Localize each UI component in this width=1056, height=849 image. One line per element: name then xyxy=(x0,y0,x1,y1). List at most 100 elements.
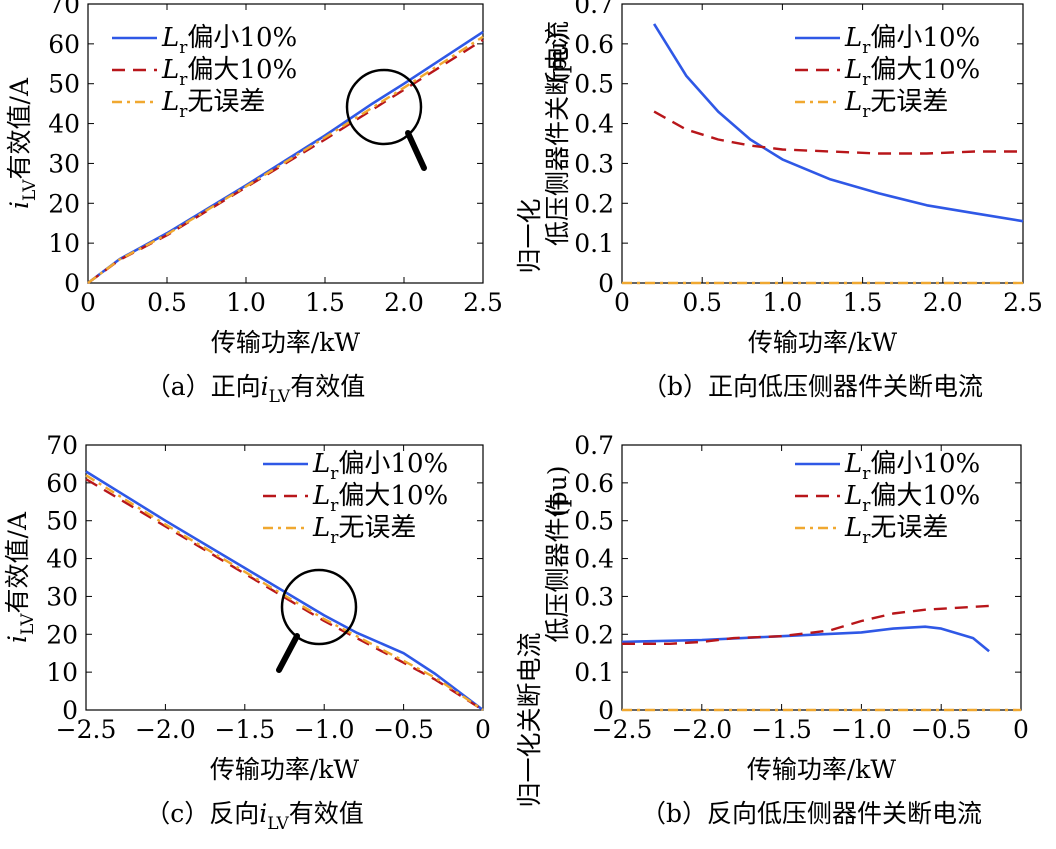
x-tick-label: −2.5 xyxy=(592,715,653,744)
x-tick-label: 0 xyxy=(475,715,491,744)
y-axis-title: 低压侧器件关断电流 xyxy=(543,21,572,246)
legend-label-2: Lr偏大10% xyxy=(844,55,980,90)
legend-label-3: Lr无误差 xyxy=(844,513,948,548)
y-tick-label: 0.7 xyxy=(574,431,614,460)
y-tick-label: 40 xyxy=(46,545,78,574)
y-tick-label: 0.3 xyxy=(574,582,614,611)
series-line-3 xyxy=(85,474,484,711)
legend-label-2: Lr偏大10% xyxy=(844,481,980,516)
y-tick-label: 30 xyxy=(46,582,78,611)
y-axis-unit: (pu) xyxy=(543,466,572,518)
legend-label-2: Lr偏大10% xyxy=(312,481,448,516)
legend-label-1: Lr偏小10% xyxy=(161,23,297,58)
x-tick-label: 0.5 xyxy=(147,288,187,317)
legend-label-3: Lr无误差 xyxy=(161,87,265,122)
series-line-2 xyxy=(653,110,1023,155)
y-tick-label: 0.7 xyxy=(574,0,614,19)
y-tick-label: 0 xyxy=(62,696,78,725)
y-tick-label: 30 xyxy=(48,149,80,178)
y-axis-title: 低压侧器件件 xyxy=(543,492,572,642)
y-tick-label: 50 xyxy=(46,507,78,536)
y-tick-label: 50 xyxy=(48,70,80,99)
y-tick-label: 0.6 xyxy=(574,469,614,498)
y-tick-label: 40 xyxy=(48,110,80,139)
y-tick-label: 0 xyxy=(598,696,614,725)
x-tick-label: −1.0 xyxy=(831,715,892,744)
x-tick-label: 1.5 xyxy=(843,288,883,317)
y-axis-unit: (pu) xyxy=(543,32,572,84)
chart-panel-2: 0 0.5 1.0 1.5 2.0 2.5 0.1 0.2 0.3 0.4 0.5 0.6 0.7 0 Lr… xyxy=(515,0,1043,401)
magnifier-handle xyxy=(276,633,300,673)
y-tick-label: 20 xyxy=(48,189,80,218)
series-line-3 xyxy=(87,35,484,284)
chart-panel-1: 0 0.5 1.0 1.5 2.0 2.5102030405060700Lr偏小10%Lr… xyxy=(5,0,503,407)
x-tick-label: 2.5 xyxy=(1003,288,1043,317)
x-tick-label: −0.5 xyxy=(373,715,434,744)
y-axis-title: iLV有效值/A xyxy=(5,77,40,209)
x-tick-label: −2.0 xyxy=(135,715,196,744)
panel-caption: （b）反向低压侧器件关断电流 xyxy=(641,799,982,828)
panel-caption: （b）正向低压侧器件关断电流 xyxy=(642,372,983,401)
panel-caption: （c）反向iLV有效值 xyxy=(145,799,364,834)
y-tick-label: 20 xyxy=(46,620,78,649)
x-tick-label: 0 xyxy=(614,288,630,317)
y-tick-label: 10 xyxy=(46,658,78,687)
y-tick-label: 70 xyxy=(46,431,78,460)
y-tick-label: 0.4 xyxy=(574,545,614,574)
magnifier-lens xyxy=(280,568,358,646)
y-tick-label: 0.5 xyxy=(574,70,614,99)
y-tick-label: 0 xyxy=(64,269,80,298)
y-tick-label: 60 xyxy=(48,30,80,59)
chart-panel-4: −2.5 −2.0 −1.5 −1.0 −0.5 0 0 0.1 0.2 0.3 0.4 0.5 0.6… xyxy=(515,431,1029,828)
series-line-2 xyxy=(622,604,990,645)
y-tick-label: 0.2 xyxy=(574,620,614,649)
x-axis-title: 传输功率/kW xyxy=(210,755,360,784)
chart-panel-3: −2.5 −2.0 −1.5 −1.0 −0.5 0 0 10 20 30 40 50 60 70 Lr偏小… xyxy=(3,431,491,834)
plot-frame xyxy=(87,3,484,284)
x-tick-label: −0.5 xyxy=(911,715,972,744)
legend: Lr偏小10%Lr偏大10%Lr无误差 xyxy=(795,449,980,548)
x-tick-label: 1.5 xyxy=(305,288,345,317)
legend: Lr偏小10%Lr偏大10%Lr无误差 xyxy=(795,23,980,122)
y-tick-label: 0.1 xyxy=(574,229,614,258)
y-tick-label: 0.4 xyxy=(574,110,614,139)
x-tick-label: 0.5 xyxy=(682,288,722,317)
x-tick-label: 2.5 xyxy=(463,288,503,317)
y-tick-label: 0.2 xyxy=(574,189,614,218)
x-tick-label: 2.0 xyxy=(384,288,424,317)
legend-label-1: Lr偏小10% xyxy=(312,449,448,484)
x-tick-label: 1.0 xyxy=(763,288,803,317)
x-tick-label: 2.0 xyxy=(923,288,963,317)
legend-label-2: Lr偏大10% xyxy=(161,55,297,90)
plot-frame xyxy=(85,444,484,711)
x-tick-label: 0 xyxy=(80,288,96,317)
y-tick-label: 0 xyxy=(598,269,614,298)
x-tick-label: −1.5 xyxy=(214,715,275,744)
x-axis-title: 传输功率/kW xyxy=(748,328,898,357)
legend: Lr偏小10%Lr偏大10%Lr无误差 xyxy=(112,23,297,122)
x-tick-label: −2.0 xyxy=(671,715,732,744)
magnifier-lens xyxy=(345,68,423,146)
panel-caption: （a）正向iLV有效值 xyxy=(146,372,365,407)
magnifier-handle xyxy=(405,130,427,171)
legend-label-1: Lr偏小10% xyxy=(844,449,980,484)
series-line-1 xyxy=(652,23,1024,223)
y-tick-label: 60 xyxy=(46,469,78,498)
y-tick-label: 10 xyxy=(48,229,80,258)
legend-label-3: Lr无误差 xyxy=(312,513,416,548)
y-tick-label: 0.3 xyxy=(574,149,614,178)
legend-label-1: Lr偏小10% xyxy=(844,23,980,58)
y-axis-title-line2: 归一化关断电流 xyxy=(515,633,544,808)
y-tick-label: 0.5 xyxy=(574,507,614,536)
series-line-1 xyxy=(621,625,990,653)
x-axis-title: 传输功率/kW xyxy=(747,755,897,784)
y-axis-title: iLV有效值/A xyxy=(3,511,38,643)
x-tick-label: 1.0 xyxy=(226,288,266,317)
x-tick-label: 0 xyxy=(1013,715,1029,744)
y-tick-label: 0.1 xyxy=(574,658,614,687)
x-tick-label: −2.5 xyxy=(56,715,117,744)
x-tick-label: −1.0 xyxy=(294,715,355,744)
legend: Lr偏小10%Lr偏大10%Lr无误差 xyxy=(263,449,448,548)
legend-label-3: Lr无误差 xyxy=(844,87,948,122)
